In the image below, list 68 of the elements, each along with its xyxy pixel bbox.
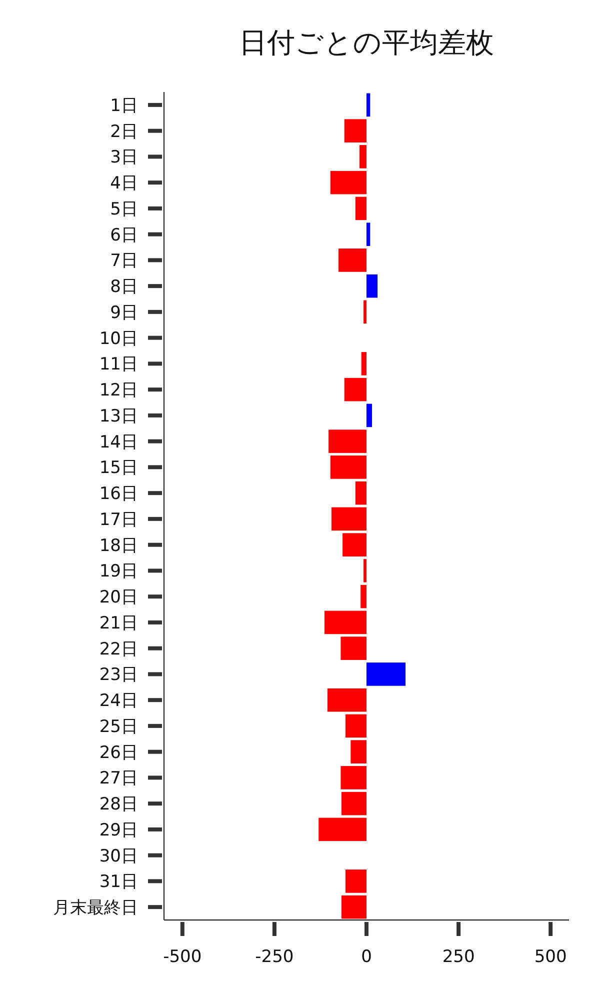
y-tick-label: 10日 (99, 328, 138, 349)
x-tick-label: -250 (255, 947, 294, 967)
x-tick-label: -500 (163, 947, 202, 967)
y-tick-label: 29日 (99, 820, 138, 840)
y-tick-label: 22日 (99, 639, 138, 660)
bar (340, 766, 366, 790)
y-tick-label: 26日 (99, 742, 138, 763)
y-tick-label: 12日 (99, 380, 138, 401)
y-tick-label: 27日 (99, 768, 138, 789)
bar (366, 222, 370, 246)
y-tick-label: 16日 (99, 484, 138, 504)
bar (366, 274, 378, 298)
bar (328, 430, 366, 453)
y-tick-label: 30日 (99, 846, 138, 866)
y-tick-label: 3日 (110, 148, 138, 168)
bar (327, 688, 366, 712)
x-tick-label: 250 (442, 947, 475, 967)
y-tick-label: 20日 (99, 588, 138, 608)
bar (346, 870, 366, 893)
bar (346, 714, 366, 738)
y-tick-label: 15日 (99, 458, 138, 478)
bar (330, 170, 366, 194)
y-tick-label: 9日 (110, 302, 138, 323)
bar (318, 818, 366, 842)
y-tick-label: 8日 (110, 277, 138, 298)
y-tick-label: 4日 (110, 174, 138, 194)
bar (366, 662, 406, 686)
y-tick-label: 31日 (99, 872, 138, 892)
bar (344, 378, 366, 402)
bar (360, 145, 366, 168)
bar (355, 196, 366, 220)
bar (366, 93, 370, 117)
y-tick-label: 6日 (110, 225, 138, 246)
y-tick-label: 2日 (110, 122, 138, 142)
y-tick-label: 18日 (99, 536, 138, 556)
bar (364, 559, 366, 582)
y-tick-label: 1日 (110, 96, 138, 116)
y-tick-label: 7日 (110, 251, 138, 272)
chart-title: 日付ごとの平均差枚 (239, 26, 494, 59)
y-tick-label: 13日 (99, 406, 138, 426)
x-tick-label: 500 (534, 947, 567, 967)
y-tick-label: 24日 (99, 691, 138, 712)
bar (366, 404, 372, 428)
x-tick-label: 0 (361, 947, 372, 967)
y-tick-label: 月末最終日 (53, 898, 138, 918)
bar (361, 352, 366, 376)
y-tick-label: 14日 (99, 432, 138, 452)
bar (332, 507, 366, 531)
y-tick-label: 28日 (99, 794, 138, 815)
y-tick-label: 25日 (99, 716, 138, 737)
bar (344, 119, 366, 142)
bar (350, 740, 366, 764)
y-tick-label: 21日 (99, 613, 138, 634)
bar (360, 584, 366, 608)
y-tick-label: 5日 (110, 199, 138, 220)
bar (364, 300, 366, 324)
bar (341, 792, 366, 816)
bar (355, 481, 366, 505)
bar (324, 610, 366, 634)
bar (342, 533, 366, 556)
bar (341, 895, 366, 919)
bar (340, 636, 366, 660)
bar (338, 248, 366, 272)
y-tick-label: 17日 (99, 510, 138, 530)
y-tick-label: 19日 (99, 562, 138, 582)
bar (330, 456, 366, 479)
y-tick-label: 11日 (99, 354, 138, 375)
y-tick-label: 23日 (99, 665, 138, 686)
